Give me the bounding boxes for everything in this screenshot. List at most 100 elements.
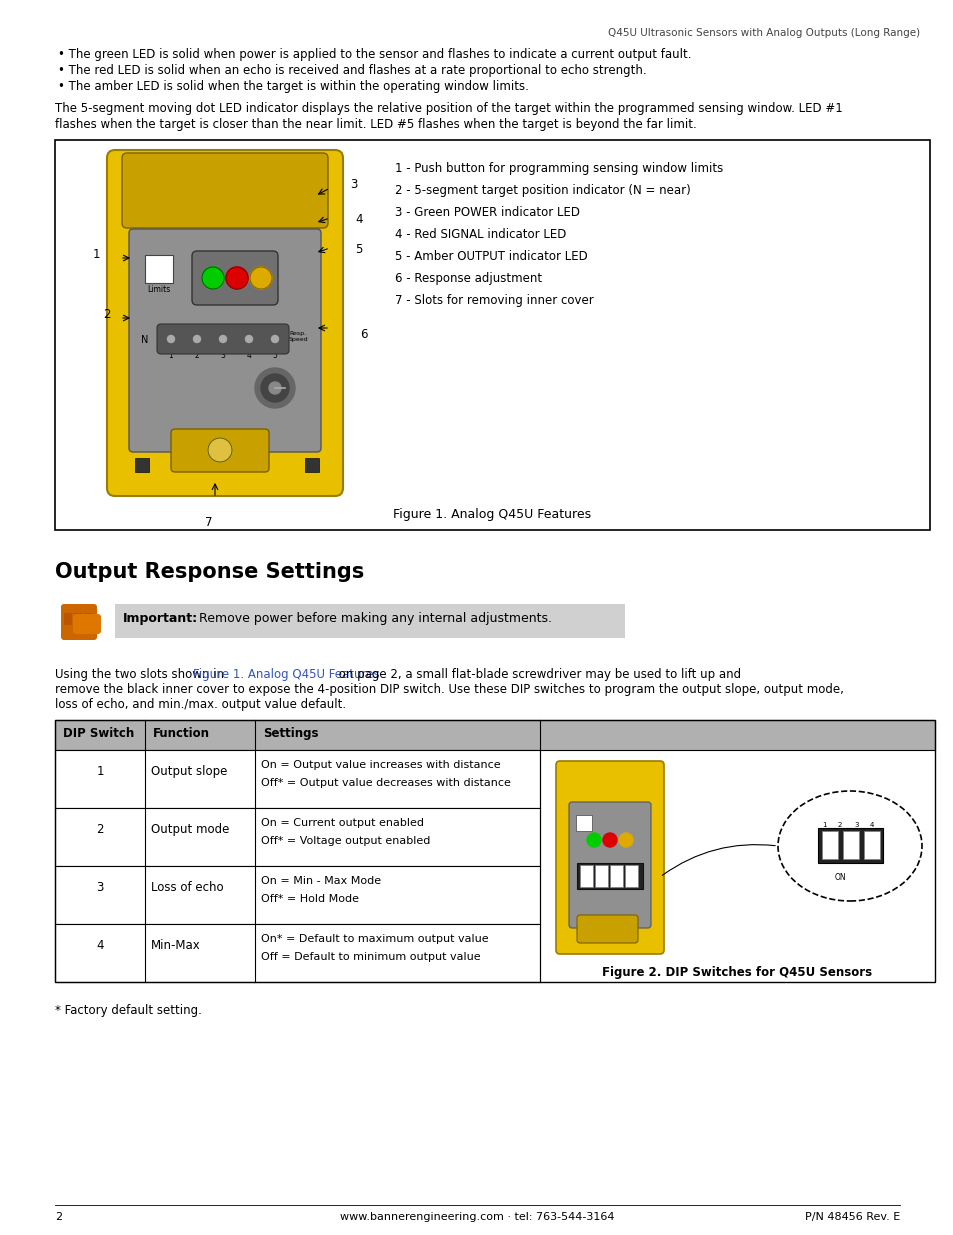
Text: 1 - Push button for programming sensing window limits: 1 - Push button for programming sensing … [395, 162, 722, 175]
Circle shape [226, 267, 248, 289]
FancyBboxPatch shape [122, 153, 328, 228]
FancyBboxPatch shape [61, 604, 97, 640]
Text: On = Output value increases with distance: On = Output value increases with distanc… [261, 760, 500, 769]
FancyBboxPatch shape [556, 761, 663, 953]
Bar [74, 613, 82, 625]
Bar [863, 831, 879, 860]
Text: Remove power before making any internal adjustments.: Remove power before making any internal … [194, 613, 552, 625]
Text: Function: Function [152, 727, 210, 740]
Text: Figure 1. Analog Q45U Features: Figure 1. Analog Q45U Features [393, 508, 591, 521]
FancyBboxPatch shape [73, 614, 101, 634]
Text: Output mode: Output mode [151, 823, 229, 836]
Text: 7 - Slots for removing inner cover: 7 - Slots for removing inner cover [395, 294, 593, 308]
Text: • The amber LED is solid when the target is within the operating window limits.: • The amber LED is solid when the target… [58, 80, 528, 93]
Bar [55, 720, 934, 750]
Text: Figure 2. DIP Switches for Q45U Sensors: Figure 2. DIP Switches for Q45U Sensors [601, 966, 872, 979]
Bar [624, 864, 638, 887]
Text: 1: 1 [169, 351, 173, 359]
Circle shape [269, 382, 281, 394]
Text: • The red LED is solid when an echo is received and flashes at a rate proportion: • The red LED is solid when an echo is r… [58, 64, 646, 77]
Text: 2 - 5-segment target position indicator (N = near): 2 - 5-segment target position indicator … [395, 184, 690, 198]
Bar [145, 254, 172, 283]
Text: Important:: Important: [123, 613, 198, 625]
Text: Figure 1. Analog Q45U Features: Figure 1. Analog Q45U Features [193, 668, 379, 680]
Text: * Factory default setting.: * Factory default setting. [55, 1004, 202, 1016]
Bar [84, 613, 91, 625]
Text: flashes when the target is closer than the near limit. LED #5 flashes when the t: flashes when the target is closer than t… [55, 119, 696, 131]
Bar [821, 831, 837, 860]
FancyBboxPatch shape [192, 251, 277, 305]
FancyBboxPatch shape [171, 429, 269, 472]
Text: Q45U Ultrasonic Sensors with Analog Outputs (Long Range): Q45U Ultrasonic Sensors with Analog Outp… [607, 28, 919, 38]
Text: 6: 6 [359, 329, 367, 341]
Text: N: N [141, 335, 149, 345]
Bar [55, 808, 539, 866]
Text: 5: 5 [273, 351, 277, 359]
Text: Off* = Output value decreases with distance: Off* = Output value decreases with dista… [261, 778, 511, 788]
Circle shape [254, 368, 294, 408]
Text: Output slope: Output slope [151, 764, 227, 778]
Circle shape [250, 267, 272, 289]
Circle shape [245, 336, 253, 342]
Text: 3 - Green POWER indicator LED: 3 - Green POWER indicator LED [395, 206, 579, 219]
Circle shape [586, 832, 600, 847]
Circle shape [202, 267, 224, 289]
Text: 1: 1 [821, 823, 825, 827]
Text: 4: 4 [96, 939, 104, 952]
Text: 3: 3 [220, 351, 225, 359]
Text: 5: 5 [355, 243, 362, 256]
Circle shape [193, 336, 200, 342]
Text: On* = Default to maximum output value: On* = Default to maximum output value [261, 934, 488, 944]
FancyBboxPatch shape [568, 802, 650, 927]
Circle shape [272, 336, 278, 342]
Circle shape [261, 374, 289, 403]
Text: Resp.
Speed: Resp. Speed [289, 331, 309, 342]
Bar [842, 831, 858, 860]
Text: 2: 2 [55, 1212, 62, 1221]
Bar [595, 864, 607, 887]
Text: Limits: Limits [147, 285, 171, 294]
Text: 6 - Response adjustment: 6 - Response adjustment [395, 272, 541, 285]
Bar [817, 827, 882, 863]
Circle shape [602, 832, 617, 847]
Bar [55, 720, 934, 982]
Text: 7: 7 [205, 516, 213, 529]
Text: 4: 4 [355, 212, 362, 226]
Text: 4: 4 [246, 351, 252, 359]
Text: Settings: Settings [263, 727, 318, 740]
Bar [55, 140, 929, 530]
Text: Loss of echo: Loss of echo [151, 881, 223, 894]
Circle shape [618, 832, 633, 847]
Text: Using the two slots shown in: Using the two slots shown in [55, 668, 228, 680]
Text: 2: 2 [96, 823, 104, 836]
Text: 3: 3 [853, 823, 858, 827]
Text: 5 - Amber OUTPUT indicator LED: 5 - Amber OUTPUT indicator LED [395, 249, 587, 263]
Text: 4 - Red SIGNAL indicator LED: 4 - Red SIGNAL indicator LED [395, 228, 566, 241]
Text: ON: ON [833, 873, 845, 882]
FancyBboxPatch shape [107, 149, 343, 496]
Bar [135, 458, 149, 472]
Bar [576, 815, 592, 831]
Text: 3: 3 [350, 178, 357, 191]
Text: 4: 4 [869, 823, 874, 827]
Text: 3: 3 [96, 881, 104, 894]
Text: The 5-segment moving dot LED indicator displays the relative position of the tar: The 5-segment moving dot LED indicator d… [55, 103, 841, 115]
Bar [579, 864, 593, 887]
Bar [55, 866, 539, 924]
Text: On = Min - Max Mode: On = Min - Max Mode [261, 876, 381, 885]
Text: DIP Switch: DIP Switch [63, 727, 134, 740]
Bar [305, 458, 318, 472]
Bar [55, 924, 539, 982]
Bar [577, 863, 642, 889]
Bar [609, 864, 622, 887]
Text: On = Current output enabled: On = Current output enabled [261, 818, 423, 827]
Text: loss of echo, and min./max. output value default.: loss of echo, and min./max. output value… [55, 698, 346, 711]
Text: 2: 2 [837, 823, 841, 827]
Text: 1: 1 [92, 248, 100, 261]
Text: Off* = Hold Mode: Off* = Hold Mode [261, 894, 358, 904]
Text: • The green LED is solid when power is applied to the sensor and flashes to indi: • The green LED is solid when power is a… [58, 48, 691, 61]
Bar [115, 604, 624, 638]
Text: Min-Max: Min-Max [151, 939, 200, 952]
Text: www.bannerengineering.com · tel: 763-544-3164: www.bannerengineering.com · tel: 763-544… [339, 1212, 614, 1221]
Circle shape [219, 336, 226, 342]
